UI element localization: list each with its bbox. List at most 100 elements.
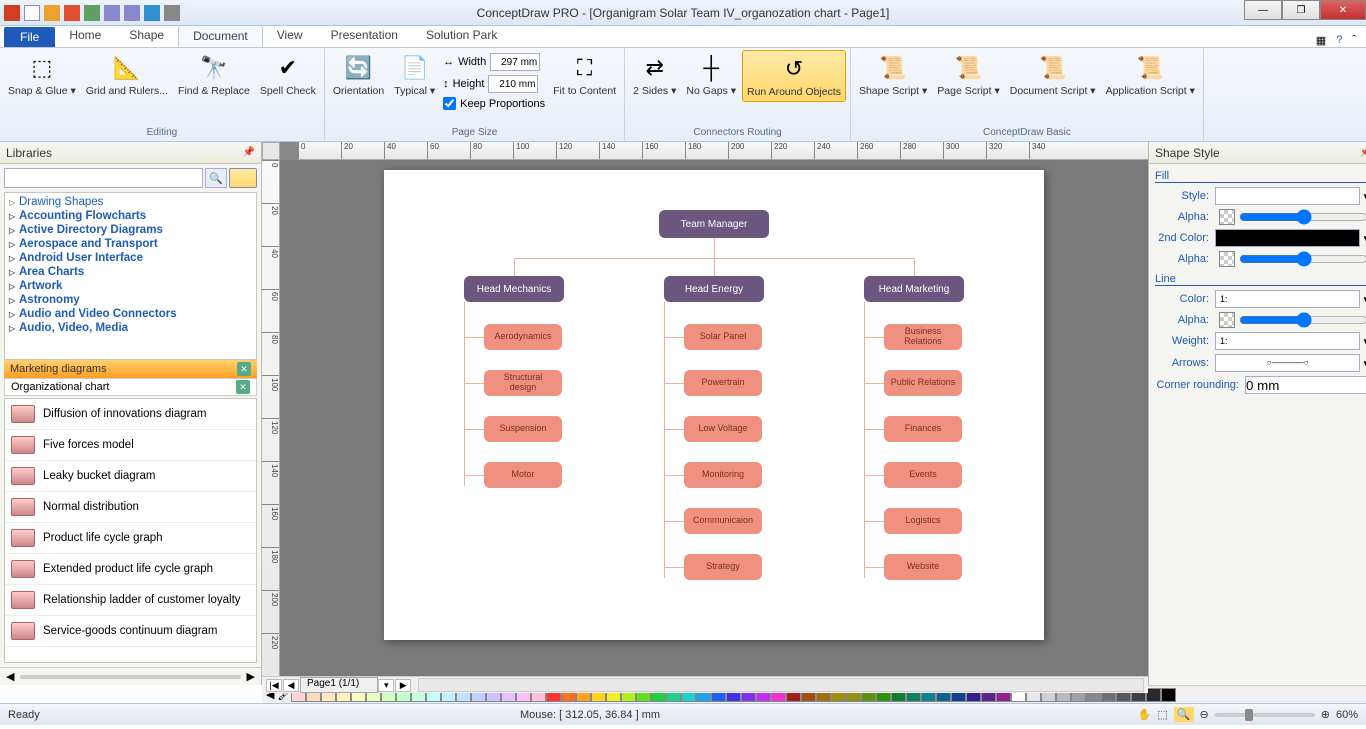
line-alpha-slider[interactable] (1239, 312, 1366, 328)
org-node[interactable]: Head Mechanics (464, 276, 564, 302)
maximize-button[interactable]: ❐ (1282, 0, 1320, 20)
view-toggle-button[interactable] (229, 168, 257, 188)
orientation-button[interactable]: 🔄Orientation (329, 50, 388, 100)
org-node[interactable]: Low Voltage (684, 416, 762, 442)
line-weight-select[interactable]: 1: (1215, 332, 1360, 350)
lib-item[interactable]: ▷ Android User Interface (7, 251, 254, 265)
org-node[interactable]: Events (884, 462, 962, 488)
color-swatch[interactable] (1146, 688, 1161, 702)
org-node[interactable]: Business Relations (884, 324, 962, 350)
app-script-button[interactable]: 📜Application Script ▾ (1102, 50, 1199, 100)
corner-rounding-input[interactable] (1245, 376, 1366, 394)
lib-item[interactable]: ▷ Audio and Video Connectors (7, 307, 254, 321)
minimize-button[interactable]: — (1244, 0, 1282, 20)
lib-item[interactable]: ▷ Audio, Video, Media (7, 321, 254, 335)
second-color-select[interactable] (1215, 229, 1360, 247)
file-tab[interactable]: File (4, 27, 55, 47)
org-node[interactable]: Monitoring (684, 462, 762, 488)
select-tool-icon[interactable]: ⬚ (1157, 708, 1167, 721)
qat-icon-5[interactable] (84, 5, 100, 21)
close-icon[interactable]: ✕ (236, 380, 250, 394)
org-node[interactable]: Communicaion (684, 508, 762, 534)
shape-item[interactable]: Extended product life cycle graph (5, 554, 256, 585)
shape-script-button[interactable]: 📜Shape Script ▾ (855, 50, 931, 100)
no-gaps-button[interactable]: ┼No Gaps ▾ (682, 50, 740, 100)
page-prev-button[interactable]: ◀ (283, 679, 299, 692)
grid-rulers-button[interactable]: 📐Grid and Rulers... (82, 50, 172, 100)
shape-item[interactable]: Normal distribution (5, 492, 256, 523)
qat-save-icon[interactable] (44, 5, 60, 21)
search-button[interactable]: 🔍 (205, 168, 227, 188)
org-node[interactable]: Motor (484, 462, 562, 488)
typical-button[interactable]: 📄Typical ▾ (390, 50, 439, 100)
hand-tool-icon[interactable]: ✋ (1138, 708, 1152, 721)
qat-undo-icon[interactable] (104, 5, 120, 21)
collapse-ribbon-icon[interactable]: ˆ (1352, 34, 1356, 47)
org-node[interactable]: Head Marketing (864, 276, 964, 302)
page-next-button[interactable]: ▶ (395, 679, 411, 692)
org-node[interactable]: Structural design (484, 370, 562, 396)
arrows-select[interactable]: ○————○ (1215, 354, 1360, 372)
color-swatch[interactable] (1161, 688, 1176, 702)
section-marketing[interactable]: Marketing diagrams✕ (4, 360, 257, 378)
pin-icon[interactable]: 📌 (1360, 147, 1366, 158)
snap-glue-button[interactable]: ⬚Snap & Glue ▾ (4, 50, 80, 100)
lib-item[interactable]: ▷ Area Charts (7, 265, 254, 279)
lib-item[interactable]: ▷ Aerospace and Transport (7, 237, 254, 251)
section-org-chart[interactable]: Organizational chart✕ (4, 378, 257, 396)
left-slider[interactable]: ◀▶ (0, 667, 261, 685)
menu-tab-home[interactable]: Home (55, 25, 115, 47)
lib-item[interactable]: ▷ Astronomy (7, 293, 254, 307)
spell-check-button[interactable]: ✔Spell Check (256, 50, 320, 100)
qat-new-icon[interactable] (24, 5, 40, 21)
height-input[interactable] (488, 75, 538, 93)
run-around-button[interactable]: ↺Run Around Objects (742, 50, 846, 102)
lib-item[interactable]: ▷ Artwork (7, 279, 254, 293)
qat-icon-4[interactable] (64, 5, 80, 21)
menu-tab-solution-park[interactable]: Solution Park (412, 25, 511, 47)
close-icon[interactable]: ✕ (237, 362, 251, 376)
zoom-in-button[interactable]: ⊕ (1321, 708, 1330, 721)
zoom-tool-icon[interactable]: 🔍 (1174, 707, 1194, 722)
shape-item[interactable]: Service-goods continuum diagram (5, 616, 256, 647)
fit-to-content-button[interactable]: ⛶Fit to Content (549, 50, 620, 100)
lib-item[interactable]: ▷ Accounting Flowcharts (7, 209, 254, 223)
shape-item[interactable]: Diffusion of innovations diagram (5, 399, 256, 430)
library-tree[interactable]: ▷ Drawing Shapes▷ Accounting Flowcharts▷… (4, 192, 257, 360)
org-node[interactable]: Team Manager (659, 210, 769, 238)
org-node[interactable]: Website (884, 554, 962, 580)
qat-icon-9[interactable] (164, 5, 180, 21)
zoom-slider[interactable] (1215, 713, 1315, 717)
help-icon[interactable]: ? (1336, 34, 1342, 47)
page-first-button[interactable]: |◀ (266, 679, 282, 692)
menu-tab-document[interactable]: Document (178, 25, 263, 47)
org-node[interactable]: Powertrain (684, 370, 762, 396)
line-color-select[interactable]: 1: (1215, 290, 1360, 308)
canvas-scroll[interactable]: Team ManagerHead MechanicsHead EnergyHea… (280, 160, 1148, 676)
org-node[interactable]: Suspension (484, 416, 562, 442)
find-replace-button[interactable]: 🔭Find & Replace (174, 50, 254, 100)
page-script-button[interactable]: 📜Page Script ▾ (933, 50, 1003, 100)
shape-item[interactable]: Product life cycle graph (5, 523, 256, 554)
library-search-input[interactable] (4, 168, 203, 188)
shape-item[interactable]: Leaky bucket diagram (5, 461, 256, 492)
lib-item[interactable]: ▷ Drawing Shapes (7, 195, 254, 209)
org-node[interactable]: Finances (884, 416, 962, 442)
width-input[interactable] (490, 53, 540, 71)
two-sides-button[interactable]: ⇄2 Sides ▾ (629, 50, 680, 100)
page-canvas[interactable]: Team ManagerHead MechanicsHead EnergyHea… (384, 170, 1044, 640)
lib-item[interactable]: ▷ Active Directory Diagrams (7, 223, 254, 237)
org-node[interactable]: Logistics (884, 508, 962, 534)
org-node[interactable]: Solar Panel (684, 324, 762, 350)
h-scrollbar[interactable] (418, 678, 1144, 692)
close-button[interactable]: ✕ (1320, 0, 1366, 20)
zoom-out-button[interactable]: ⊖ (1200, 708, 1209, 721)
shape-item[interactable]: Five forces model (5, 430, 256, 461)
keep-proportions-row[interactable]: Keep Proportions (441, 96, 547, 111)
org-node[interactable]: Strategy (684, 554, 762, 580)
qat-redo-icon[interactable] (124, 5, 140, 21)
shape-list[interactable]: Diffusion of innovations diagramFive for… (4, 398, 257, 663)
org-node[interactable]: Aerodynamics (484, 324, 562, 350)
org-node[interactable]: Public Relations (884, 370, 962, 396)
doc-script-button[interactable]: 📜Document Script ▾ (1006, 50, 1100, 100)
